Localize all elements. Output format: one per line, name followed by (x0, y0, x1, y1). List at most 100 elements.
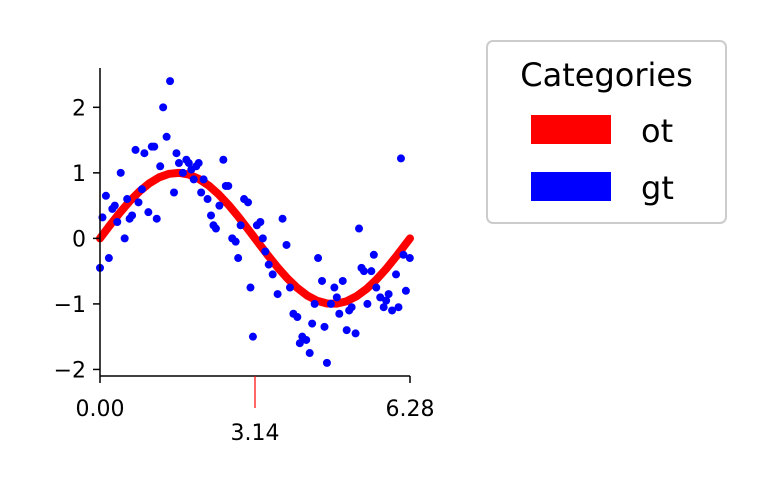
data-point-gt (379, 303, 388, 312)
data-point-gt (113, 218, 122, 226)
data-point-gt (123, 195, 132, 204)
data-point-gt (224, 181, 233, 190)
legend-label-gt: gt (641, 169, 674, 207)
data-point-gt (152, 214, 161, 223)
data-point-gt (322, 358, 331, 367)
data-point-gt (363, 299, 372, 308)
data-point-gt (394, 303, 403, 312)
data-point-gt (234, 254, 243, 263)
y-tick-label: −1 (54, 293, 86, 318)
data-point-gt (258, 234, 267, 243)
data-point-gt (372, 283, 381, 292)
data-point-gt (399, 250, 408, 259)
data-point-gt (172, 149, 181, 158)
data-point-gt (355, 224, 364, 233)
data-point-gt (162, 132, 171, 141)
data-point-gt (268, 270, 277, 279)
data-point-gt (104, 254, 113, 263)
data-point-gt (189, 175, 198, 184)
series-layer (96, 77, 414, 367)
data-point-gt (273, 290, 282, 299)
data-point-gt (207, 211, 216, 220)
data-point-gt (110, 201, 119, 210)
series-line-ot (96, 168, 414, 308)
legend-swatch-gt (531, 172, 611, 201)
data-point-gt (194, 159, 203, 168)
data-point-gt (338, 276, 347, 285)
axes: −2 −1 0 1 2 0.00 6.28 3.14 (54, 68, 435, 446)
data-point-gt (320, 322, 329, 331)
data-point-gt (184, 159, 193, 168)
data-point-gt (396, 154, 405, 163)
y-tick-label: −2 (54, 358, 86, 383)
data-point-gt (131, 145, 140, 154)
data-point-gt (332, 293, 341, 302)
y-tick-label: 0 (72, 227, 86, 252)
data-point-gt (256, 218, 265, 226)
data-point-gt (367, 267, 376, 276)
data-point-gt (231, 237, 240, 246)
data-point-gt (261, 247, 270, 256)
data-point-gt (236, 221, 245, 230)
data-point-gt (293, 313, 302, 322)
data-point-gt (392, 270, 401, 279)
data-point-gt (405, 254, 414, 263)
data-point-gt (282, 240, 291, 249)
legend-title: Categories (520, 56, 692, 94)
data-point-gt (144, 208, 153, 217)
data-point-gt (310, 299, 319, 308)
data-point-gt (140, 149, 149, 158)
data-point-gt (314, 254, 323, 263)
data-point-gt (116, 168, 125, 177)
data-point-gt (150, 142, 159, 151)
data-point-gt (159, 103, 168, 112)
data-point-gt (134, 198, 143, 207)
data-point-gt (388, 306, 397, 315)
y-tick-label: 1 (72, 162, 86, 187)
data-point-gt (376, 293, 385, 302)
data-point-gt (244, 198, 253, 207)
data-point-gt (295, 339, 304, 348)
data-point-gt (156, 162, 165, 171)
data-point-gt (351, 329, 360, 338)
legend-swatch-ot (531, 115, 611, 144)
data-point-gt (278, 214, 287, 223)
data-point-gt (359, 267, 368, 276)
data-point-gt (246, 283, 255, 292)
data-point-gt (199, 175, 208, 184)
data-point-gt (382, 296, 391, 305)
y-tick-label: 2 (72, 96, 86, 121)
legend-label-ot: ot (641, 112, 673, 150)
data-point-gt (342, 326, 351, 335)
data-point-gt (335, 309, 344, 318)
x-tick-label: 6.28 (386, 397, 435, 422)
data-point-gt (197, 188, 206, 197)
data-point-gt (174, 159, 183, 168)
data-point-gt (203, 195, 212, 204)
data-point-gt (401, 286, 410, 295)
data-point-gt (384, 290, 393, 299)
data-point-gt (166, 77, 175, 86)
data-point-gt (215, 201, 224, 210)
data-point-gt (101, 191, 110, 200)
data-point-gt (305, 349, 314, 358)
data-point-gt (170, 188, 179, 197)
data-point-gt (302, 335, 311, 344)
data-point-gt (308, 319, 317, 328)
data-point-gt (219, 155, 228, 164)
data-point-gt (347, 303, 356, 312)
x-minor-tick-label: 3.14 (231, 421, 280, 446)
data-point-gt (318, 276, 327, 285)
data-point-gt (137, 185, 146, 194)
data-point-gt (330, 283, 339, 292)
data-point-gt (120, 234, 129, 243)
data-point-gt (264, 260, 273, 269)
data-point-gt (128, 211, 137, 220)
data-point-gt (211, 224, 220, 233)
data-point-gt (248, 332, 257, 341)
data-point-gt (178, 168, 187, 177)
data-point-gt (285, 283, 294, 292)
legend: Categories ot gt (486, 40, 727, 224)
data-point-gt (326, 299, 335, 308)
